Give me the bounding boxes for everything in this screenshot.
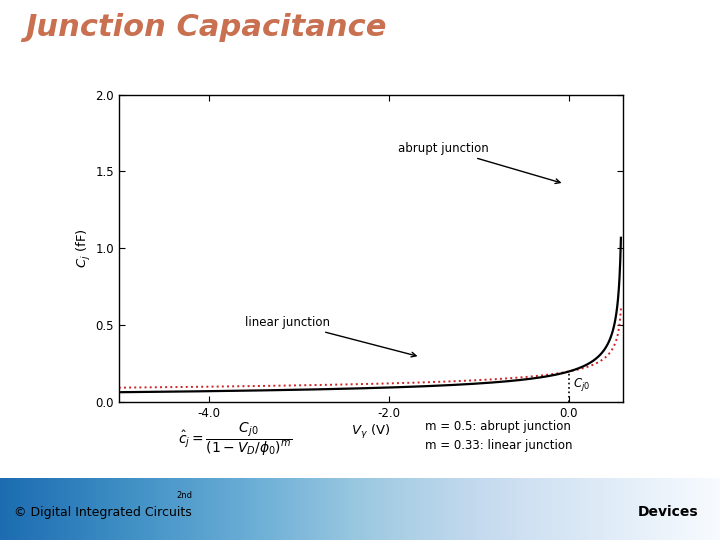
Text: Junction Capacitance: Junction Capacitance xyxy=(25,14,387,43)
Text: m = 0.5: abrupt junction
m = 0.33: linear junction: m = 0.5: abrupt junction m = 0.33: linea… xyxy=(425,420,572,452)
X-axis label: $V_\gamma$ (V): $V_\gamma$ (V) xyxy=(351,423,390,441)
Text: $C_{j0}$: $C_{j0}$ xyxy=(573,376,590,393)
Y-axis label: $C_j$ (fF): $C_j$ (fF) xyxy=(75,228,93,268)
Text: abrupt junction: abrupt junction xyxy=(397,142,560,184)
Text: © Digital Integrated Circuits: © Digital Integrated Circuits xyxy=(14,505,192,518)
Text: $\hat{c}_j = \dfrac{C_{j0}}{(1 - V_D/\phi_0)^m}$: $\hat{c}_j = \dfrac{C_{j0}}{(1 - V_D/\ph… xyxy=(178,421,292,458)
Text: Devices: Devices xyxy=(638,505,698,519)
Text: linear junction: linear junction xyxy=(245,316,416,357)
Text: 2nd: 2nd xyxy=(176,491,192,500)
